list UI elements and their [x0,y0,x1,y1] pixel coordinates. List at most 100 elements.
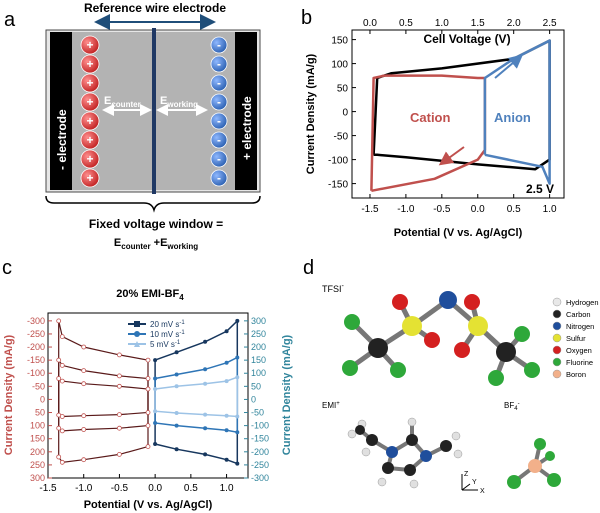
axis-x: X [480,488,485,495]
nitrogen-atom [386,446,398,458]
cation-sign: + [86,171,93,185]
series-anion [483,39,551,185]
legend-swatch-hydrogen [552,297,562,307]
anion-ion [210,112,228,130]
anion-point [203,367,208,372]
carbon-atom [366,434,378,446]
y-left-tick-label: 150 [30,434,45,444]
sulfur-atom [402,316,422,336]
x-tick-label: 0.0 [471,204,485,215]
hydrogen-atom [451,431,461,441]
voltage-window-brace [45,195,261,213]
panel-d-letter: d [303,257,314,279]
cation-point [56,412,62,418]
panel-a-letter: a [4,9,16,31]
legend-label: 10 mV s-1 [150,330,185,339]
x-tick-label: -0.5 [433,204,451,215]
anion-sign: - [217,114,221,128]
anion-loop-5-mv-s-1 [154,376,239,418]
anion-arrow [494,54,524,79]
cell-voltage-label: 2.5 V [526,182,554,196]
plot-b-ylabel: Current Density (mA/g) [305,53,317,174]
anion-point [224,428,229,433]
hydrogen-atom [407,417,417,427]
anion-point [174,411,179,415]
anion-point [203,452,208,457]
anion-point [174,447,179,452]
cation-ion [80,168,100,188]
anion-label: Anion [494,110,531,125]
hydrogen-atom [409,479,419,489]
x-tick-label: 0.5 [184,483,198,494]
anion-point [174,372,179,377]
oxygen-atom [454,342,470,358]
cation-point [56,454,62,460]
cation-sign: + [86,133,93,147]
plot-c-ylabel-left: Current Density (mA/g) [3,334,15,455]
y-left-tick-label: 250 [30,460,45,470]
cation-ion [80,73,100,93]
anion-sign: - [217,76,221,90]
plot-c-legend: 20 mV s-110 mV s-15 mV s-1 [128,320,185,349]
cation-sign: + [86,76,93,90]
y-left-tick-label: -300 [27,316,45,326]
anion-sign: - [217,57,221,71]
cation-point [59,428,65,434]
cation-point [56,425,62,431]
y-right-tick-label: 50 [251,381,261,391]
anion-point [153,409,158,414]
cation-point [145,357,151,363]
anion-point [153,421,158,425]
plot-c-frame [47,312,249,479]
plot-b-ticks: -1.5 -1.0 -0.5 0.0 0.5 1.0 150 100 50 0 -50 -100 -15… [328,18,557,215]
boron-atom [528,459,542,473]
cation-point [145,386,151,392]
legend-marker [134,341,140,347]
anion-ion [210,55,228,73]
x-tick-label: 0.5 [507,204,521,215]
panel-b: b -1.5 -1.0 -0.5 0.0 0.5 1.0150100500-50-100-… [301,7,565,239]
bf4-label: BF4- [504,401,520,412]
y-right-tick-label: 0 [251,394,256,404]
plot-b-frame [351,29,565,199]
anion-ion [210,74,228,92]
top-tick-label: 1.5 [471,18,485,29]
emi-label: EMI+ [322,401,340,410]
top-tick-label: 0.0 [363,18,377,29]
neg-electrode-label: - electrode [55,109,69,170]
anion-ion [210,36,228,54]
y-right-tick-label: 250 [251,329,266,339]
oxygen-atom [424,332,440,348]
anion-ion [210,131,228,149]
y-tick-label: -150 [328,180,348,191]
y-left-tick-label: 300 [30,473,45,483]
y-left-tick-label: -50 [32,381,45,391]
y-right-tick-label: 100 [251,368,266,378]
top-tick-label: 0.5 [399,18,413,29]
cation-point [145,444,151,450]
oxygen-atom [392,294,408,310]
y-tick-label: 150 [331,36,348,47]
hydrogen-atom [377,477,387,487]
anion-loop-10-mv-s-1 [154,356,239,434]
cation-point [117,383,122,389]
series-cation [370,74,487,193]
anion-point [235,355,240,360]
xyz-axes [461,474,478,491]
cation-point [117,412,122,418]
fluorine-atom [534,438,546,450]
cation-sign: + [86,152,93,166]
carbon-atom [368,338,388,358]
y-left-tick-label: 0 [40,394,45,404]
carbon-atom [404,464,416,476]
cation-sign: + [86,38,93,52]
fluorine-atom [547,473,561,487]
atom-legend: Hydrogen Carbon Nitrogen Sulfur Oxygen Fluori… [552,297,599,379]
cation-point [117,425,122,431]
anion-point [224,413,229,418]
y-tick-label: 0 [342,108,348,119]
x-tick-label: -1.0 [397,204,415,215]
panel-c: c 20% EMI-BF4 -1.5 -1.0 -0.5 0.0 0.5 1.0-300-… [2,257,293,511]
y-tick-label: -50 [334,132,349,143]
anion-point [235,461,240,466]
